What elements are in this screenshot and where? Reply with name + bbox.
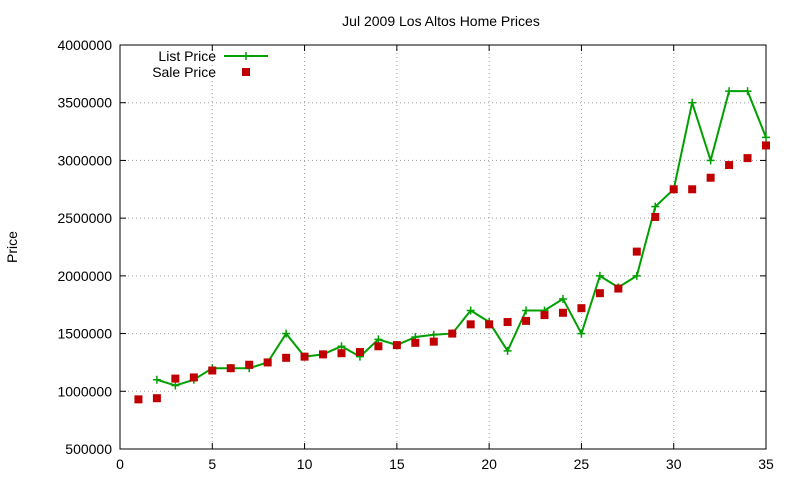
- data-point-sale-price: [263, 358, 272, 367]
- data-point-sale-price: [577, 304, 586, 313]
- data-point-list-price: [725, 87, 734, 96]
- data-point-sale-price: [540, 311, 549, 320]
- data-point-sale-price: [226, 364, 235, 373]
- series-list-price: [152, 87, 770, 390]
- data-point-sale-price: [189, 373, 198, 382]
- legend-entry-list-price: List Price: [158, 48, 268, 64]
- y-tick-label: 2500000: [57, 210, 112, 226]
- data-point-list-price: [429, 330, 438, 339]
- data-point-sale-price: [429, 337, 438, 346]
- y-tick-label: 3500000: [57, 95, 112, 111]
- y-tick-label: 1000000: [57, 383, 112, 399]
- data-point-list-price: [152, 375, 161, 384]
- y-axis-label: Price: [4, 231, 20, 263]
- data-point-sale-price: [688, 185, 697, 194]
- data-point-list-price: [558, 294, 567, 303]
- data-point-sale-price: [725, 161, 734, 170]
- data-point-sale-price: [245, 360, 254, 369]
- legend-swatch-marker: [242, 68, 250, 76]
- data-point-list-price: [595, 271, 604, 280]
- x-tick-label: 15: [389, 456, 405, 472]
- data-point-list-price: [706, 156, 715, 165]
- data-point-list-price: [337, 342, 346, 351]
- data-point-sale-price: [337, 349, 346, 358]
- x-tick-label: 20: [481, 456, 497, 472]
- legend-label: Sale Price: [152, 64, 216, 80]
- series-layer: [134, 87, 770, 404]
- data-point-sale-price: [134, 395, 143, 404]
- plot-border: [119, 44, 767, 450]
- x-tick-label: 5: [208, 456, 216, 472]
- data-point-sale-price: [466, 320, 475, 329]
- data-point-sale-price: [282, 353, 291, 362]
- data-point-sale-price: [485, 320, 494, 329]
- data-point-sale-price: [448, 329, 457, 338]
- data-point-list-price: [632, 271, 641, 280]
- y-tick-label: 4000000: [57, 37, 112, 53]
- y-tick-label: 500000: [65, 441, 112, 457]
- y-axis-ticks: 500000 1000000 1500000 2000000 2500000 300000…: [57, 37, 766, 457]
- data-point-sale-price: [651, 212, 660, 221]
- grid-lines: [120, 45, 766, 449]
- data-point-list-price: [171, 381, 180, 390]
- data-point-list-price: [762, 133, 770, 142]
- data-point-sale-price: [632, 247, 641, 256]
- data-point-list-price: [522, 306, 531, 315]
- x-axis-ticks: 0 5 10 15 20 25 30 35: [116, 45, 774, 472]
- data-point-sale-price: [152, 394, 161, 403]
- legend-entry-sale-price: Sale Price: [152, 64, 250, 80]
- data-point-sale-price: [300, 352, 309, 361]
- x-tick-label: 25: [574, 456, 590, 472]
- data-point-sale-price: [392, 341, 401, 350]
- chart-title: Jul 2009 Los Altos Home Prices: [342, 13, 540, 29]
- data-point-sale-price: [411, 338, 420, 347]
- data-point-sale-price: [374, 342, 383, 351]
- data-point-sale-price: [669, 185, 678, 194]
- data-point-sale-price: [319, 350, 328, 359]
- plot-frame: [119, 44, 767, 450]
- series-sale-price: [134, 141, 770, 404]
- data-point-list-price: [282, 329, 291, 338]
- data-point-sale-price: [503, 318, 512, 327]
- data-point-list-price: [577, 329, 586, 338]
- x-tick-label: 10: [297, 456, 313, 472]
- data-point-sale-price: [171, 374, 180, 383]
- series-line-list-price: [156, 90, 767, 387]
- data-point-sale-price: [355, 348, 364, 357]
- legend-swatch-marker: [242, 52, 250, 60]
- data-point-sale-price: [762, 141, 770, 150]
- data-point-sale-price: [595, 289, 604, 298]
- y-tick-label: 3000000: [57, 152, 112, 168]
- legend-label: List Price: [158, 48, 216, 64]
- data-point-list-price: [503, 346, 512, 355]
- data-point-sale-price: [614, 284, 623, 293]
- x-tick-label: 0: [116, 456, 124, 472]
- data-point-sale-price: [706, 173, 715, 182]
- data-point-list-price: [374, 335, 383, 344]
- data-point-list-price: [651, 202, 660, 211]
- data-point-sale-price: [743, 154, 752, 163]
- data-point-list-price: [466, 306, 475, 315]
- x-tick-label: 30: [666, 456, 682, 472]
- data-point-sale-price: [208, 366, 217, 375]
- data-point-list-price: [743, 87, 752, 96]
- data-point-list-price: [688, 98, 697, 107]
- x-tick-label: 35: [758, 456, 774, 472]
- data-point-sale-price: [558, 308, 567, 317]
- y-tick-label: 2000000: [57, 268, 112, 284]
- data-point-sale-price: [522, 316, 531, 325]
- y-tick-label: 1500000: [57, 326, 112, 342]
